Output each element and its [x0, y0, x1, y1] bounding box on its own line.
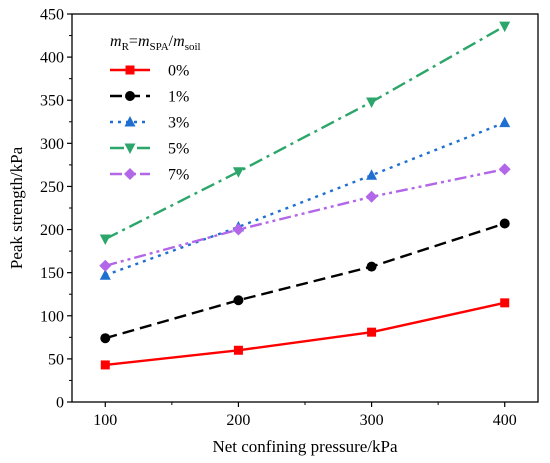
legend-title-m2: m	[138, 33, 150, 50]
data-point-series-0	[500, 298, 510, 308]
legend-title: mR=mSPA/msoil	[110, 33, 201, 53]
y-tick-label: 300	[40, 136, 64, 153]
data-point-series-0	[367, 327, 377, 337]
data-point-series-2	[499, 116, 511, 128]
y-tick-label: 400	[40, 50, 64, 67]
data-point-series-2	[366, 169, 378, 180]
plot-frame	[71, 13, 539, 403]
data-point-series-4	[498, 163, 511, 176]
legend-swatch-marker	[124, 168, 136, 180]
data-point-series-3	[232, 167, 244, 178]
y-tick-label: 0	[56, 395, 64, 412]
y-tick-label: 200	[40, 222, 64, 239]
y-tick-label: 250	[40, 179, 64, 196]
series-line-3	[104, 25, 506, 241]
data-point-series-1	[499, 218, 510, 229]
legend-swatch-marker	[125, 65, 135, 75]
legend-swatch-marker	[124, 143, 136, 154]
data-point-series-4	[365, 190, 378, 203]
legend-swatch-marker	[125, 91, 135, 101]
x-tick-label: 400	[493, 412, 517, 429]
legend-title-eq: =	[129, 33, 138, 50]
legend-label: 0%	[168, 63, 189, 80]
data-point-series-3	[366, 97, 378, 108]
legend-label: 1%	[168, 89, 189, 106]
y-tick-label: 450	[40, 7, 64, 24]
legend-label: 5%	[168, 141, 189, 158]
data-point-series-1	[233, 295, 244, 306]
data-point-series-3	[99, 234, 111, 246]
legend-entries: 0% 1% 3% 5% 7%	[110, 63, 189, 184]
series-line-0	[105, 301, 505, 367]
series-line-2	[104, 121, 506, 277]
axis-ticks-layer	[67, 13, 506, 407]
data-point-series-4	[99, 259, 112, 272]
y-tick-label: 350	[40, 93, 64, 110]
legend-label: 7%	[168, 167, 189, 184]
y-tick-label: 50	[48, 351, 64, 368]
series-line-4	[104, 168, 505, 267]
data-point-series-0	[233, 345, 243, 355]
data-point-series-3	[499, 21, 511, 33]
legend-title-sub2: SPA	[150, 41, 169, 53]
data-point-series-1	[100, 333, 111, 344]
x-tick-label: 100	[93, 412, 117, 429]
data-point-series-1	[366, 261, 377, 272]
legend-title-slash: /	[169, 33, 174, 50]
data-point-series-0	[100, 360, 110, 370]
legend-swatch-marker	[124, 116, 136, 127]
data-point-series-2	[99, 269, 111, 280]
x-tick-label: 200	[226, 412, 250, 429]
legend-title-sub1: R	[122, 41, 130, 53]
x-axis-title: Net confining pressure/kPa	[212, 437, 398, 456]
y-axis-title: Peak strength/kPa	[7, 146, 26, 269]
legend-title-m1: m	[110, 33, 122, 50]
tick-labels-layer: 0 50 100 150 200 250 300 350 400 450 100 200 300 400	[40, 7, 517, 430]
x-tick-label: 300	[360, 412, 384, 429]
legend: mR=mSPA/msoil 0%1%3%5%7%	[110, 33, 201, 184]
series-markers-layer	[99, 21, 511, 370]
legend-title-sub3: soil	[185, 41, 201, 53]
data-point-series-4	[232, 223, 245, 236]
legend-label: 3%	[168, 115, 189, 132]
series-line-1	[104, 222, 506, 340]
y-tick-label: 150	[40, 265, 64, 282]
series-lines-layer	[104, 25, 506, 367]
legend-title-m3: m	[173, 33, 185, 50]
y-tick-label: 100	[40, 308, 64, 325]
